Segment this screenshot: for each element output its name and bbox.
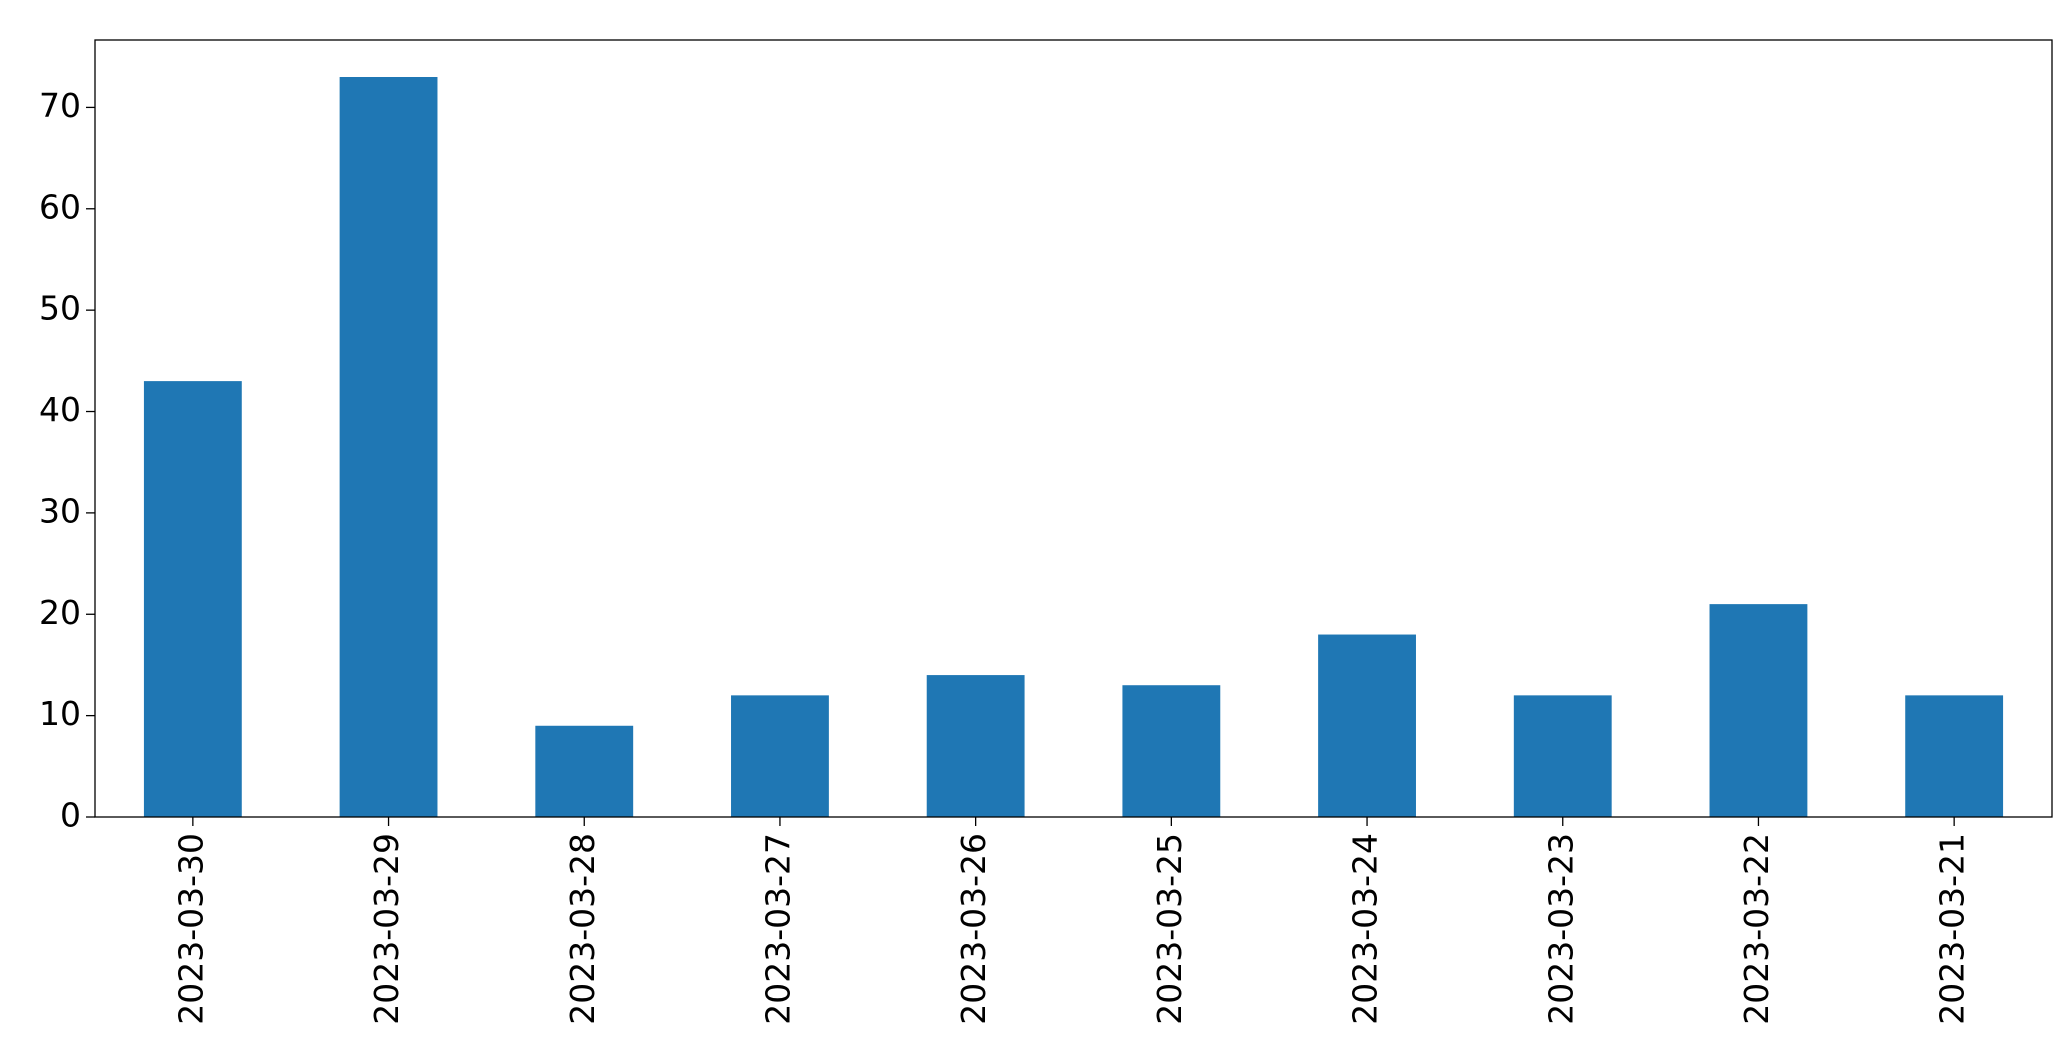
bar [1513, 695, 1612, 817]
x-tick-label: 2023-03-22 [1737, 833, 1776, 1025]
plot-frame [94, 39, 2053, 818]
x-tick-label: 2023-03-24 [1346, 833, 1385, 1025]
bar [926, 675, 1025, 817]
x-tick-label: 2023-03-26 [954, 833, 993, 1025]
bar [1709, 604, 1808, 817]
y-tick-label: 60 [39, 187, 81, 226]
x-tick-label: 2023-03-25 [1150, 833, 1189, 1025]
bar [143, 381, 242, 817]
bar [1318, 634, 1416, 817]
bar [1905, 695, 2004, 817]
x-tick-label: 2023-03-30 [171, 833, 210, 1025]
x-tick-label: 2023-03-23 [1541, 833, 1580, 1025]
bar [731, 695, 829, 817]
x-tick-label: 2023-03-29 [367, 833, 406, 1025]
bar [535, 725, 634, 817]
y-tick-label: 10 [39, 694, 81, 733]
y-tick-label: 50 [39, 289, 81, 328]
y-tick-label: 20 [39, 593, 81, 632]
x-tick-label: 2023-03-27 [758, 833, 797, 1025]
y-tick-label: 70 [39, 86, 81, 125]
x-tick-label: 2023-03-28 [563, 833, 602, 1025]
y-tick-label: 0 [60, 796, 81, 835]
y-tick-label: 30 [39, 491, 81, 530]
y-tick-label: 40 [39, 390, 81, 429]
bar [339, 77, 438, 817]
x-tick-label: 2023-03-21 [1933, 833, 1972, 1025]
bar [1122, 685, 1221, 817]
